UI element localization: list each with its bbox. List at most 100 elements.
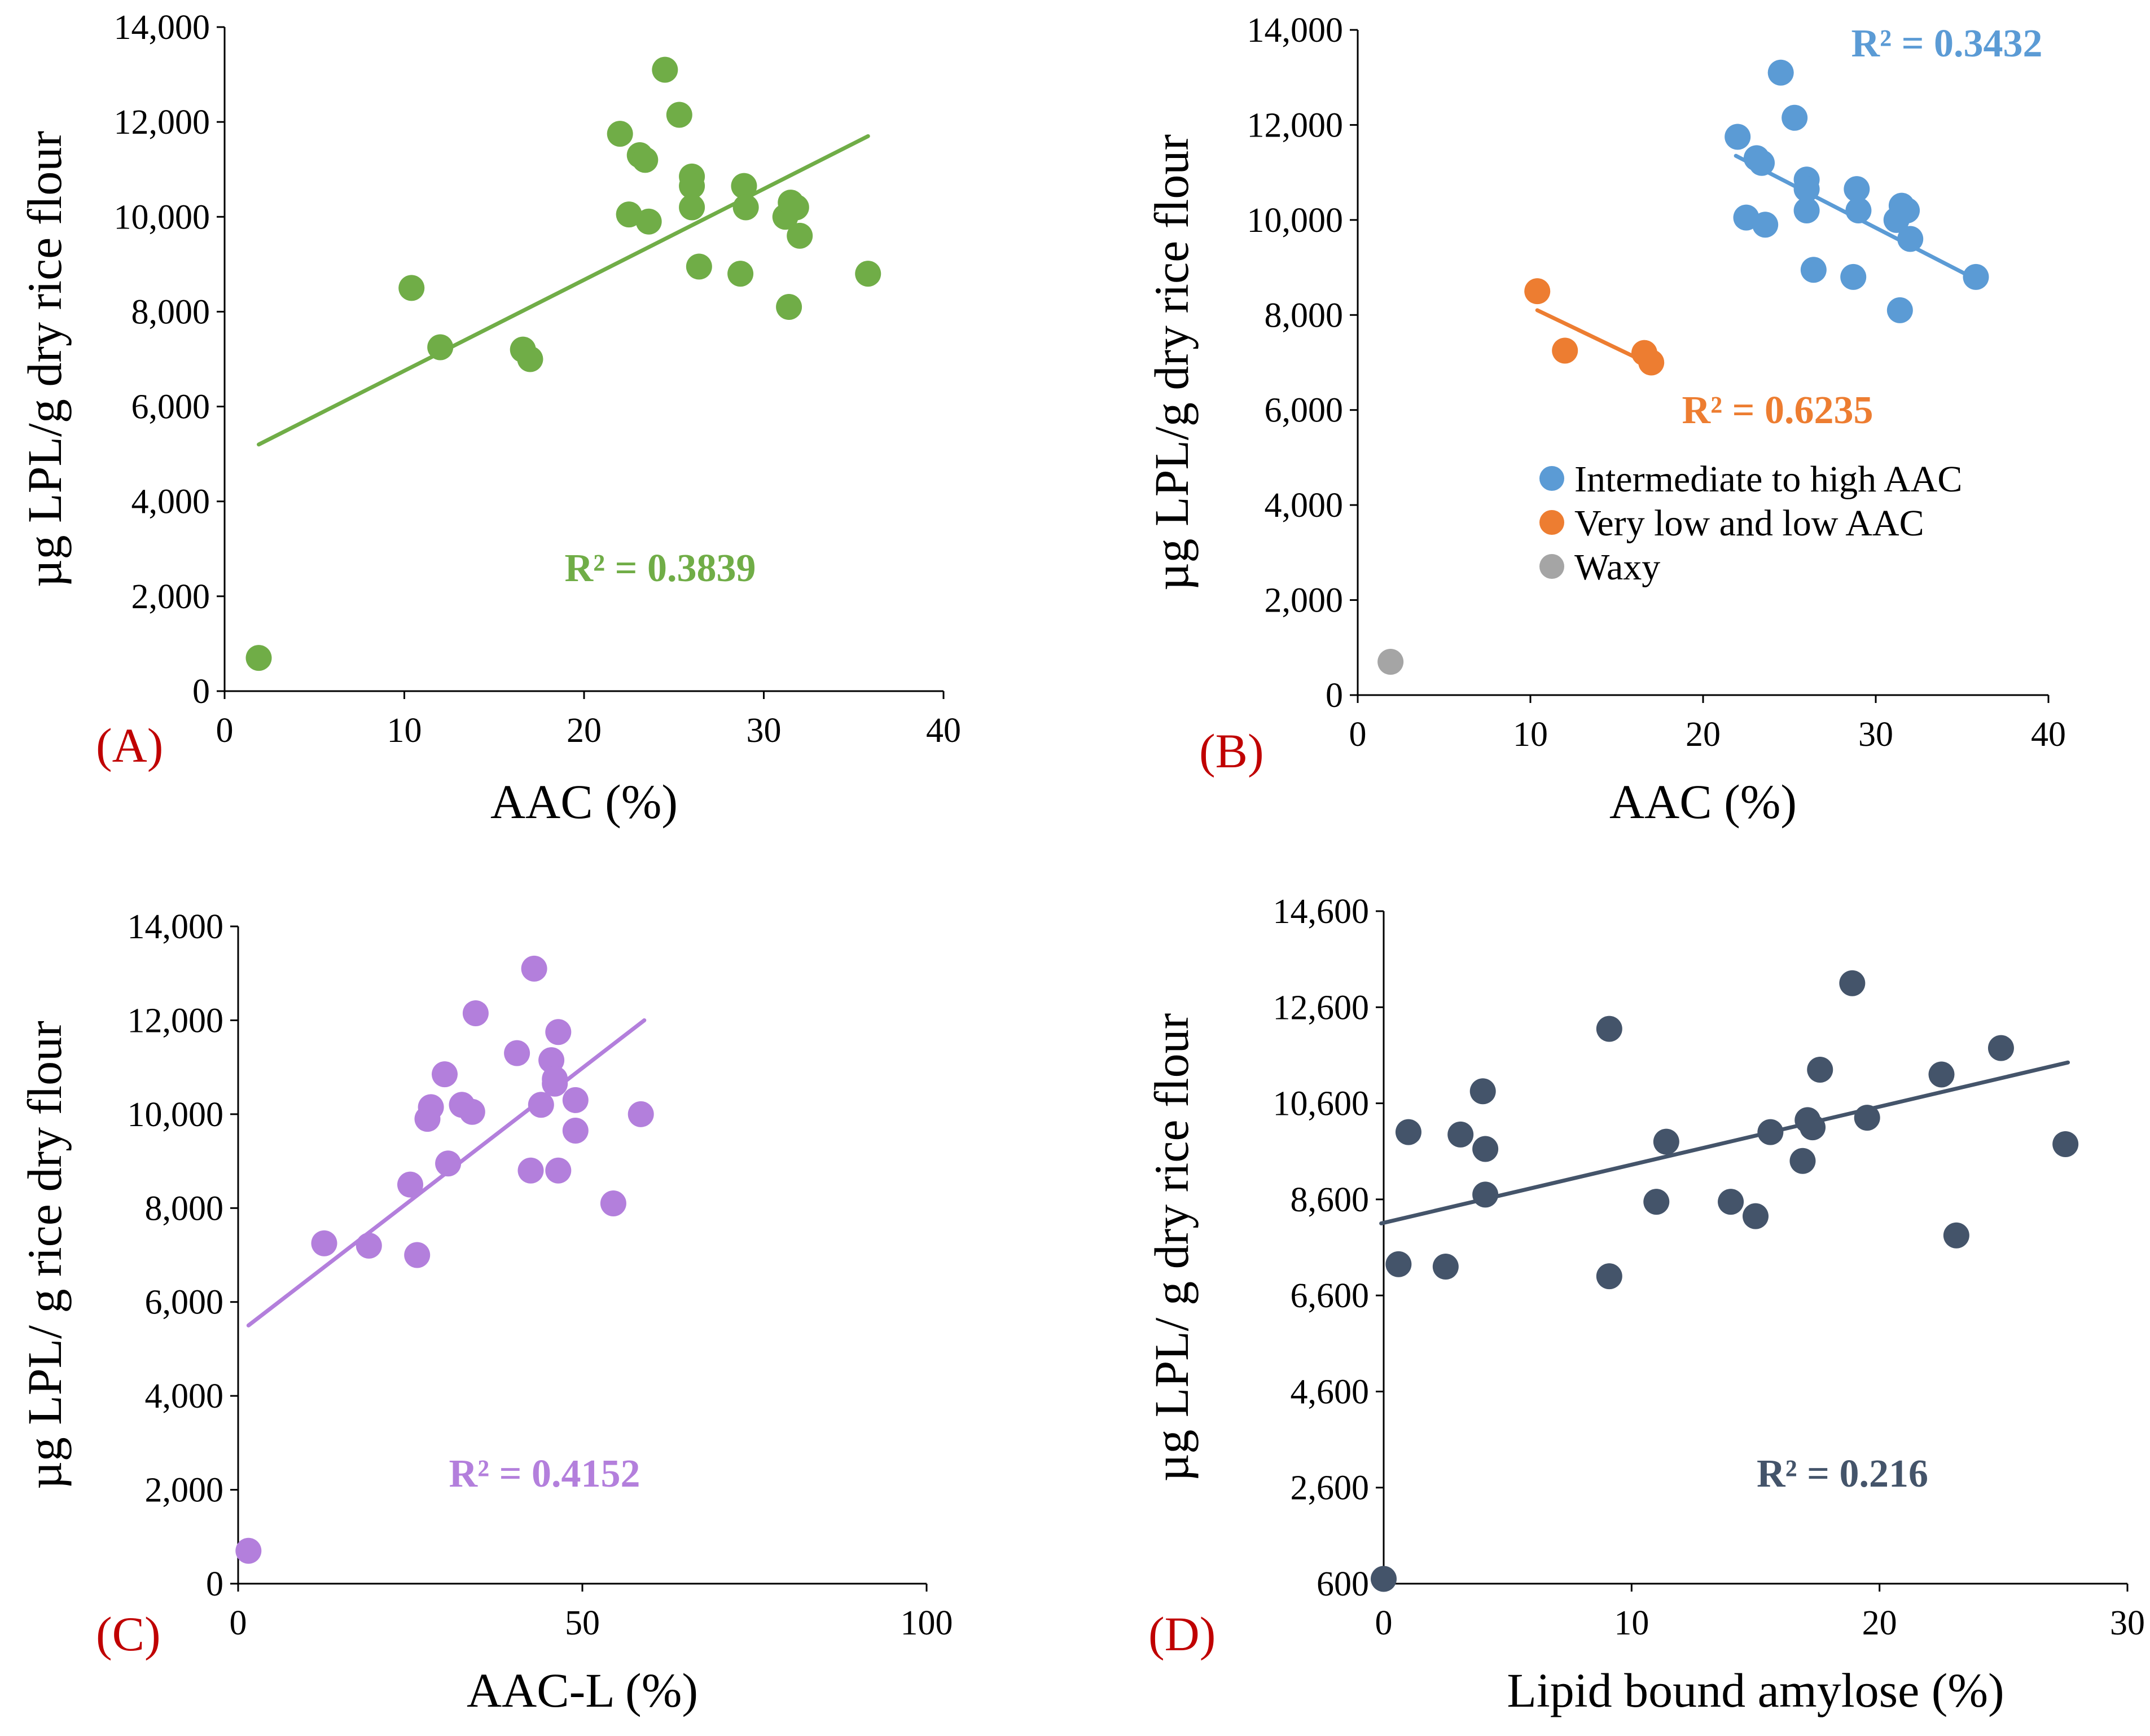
data-point <box>1643 1189 1670 1215</box>
data-point <box>1752 212 1779 238</box>
y-axis-title: µg LPL/g dry rice flour <box>17 131 72 587</box>
x-tick-label: 10 <box>1513 715 1548 754</box>
data-point <box>1524 278 1551 305</box>
data-point <box>245 645 272 671</box>
y-tick-label: 6,000 <box>145 1284 224 1322</box>
data-point <box>1757 1119 1784 1145</box>
x-tick-label: 10 <box>1614 1604 1649 1642</box>
data-point <box>607 121 633 147</box>
legend-label: Waxy <box>1574 547 1660 588</box>
y-tick-label: 4,000 <box>145 1377 224 1416</box>
y-tick-label: 12,000 <box>128 1001 224 1040</box>
data-point <box>1886 297 1913 323</box>
data-point <box>632 147 659 173</box>
data-point <box>666 102 692 128</box>
y-tick-label: 12,000 <box>114 103 210 142</box>
y-tick-label: 12,600 <box>1273 988 1370 1027</box>
x-tick-label: 40 <box>926 711 961 750</box>
y-tick-label: 10,000 <box>1247 201 1344 240</box>
x-tick-label: 20 <box>1862 1604 1897 1642</box>
data-point <box>787 222 813 249</box>
y-axis-title: µg LPL/g dry rice flour <box>1144 134 1199 591</box>
y-tick-label: 14,000 <box>1247 11 1344 50</box>
r-squared-label: R² = 0.3432 <box>1851 22 2043 65</box>
panel-label: (C) <box>96 1607 161 1661</box>
y-axis-title: µg LPL/ g rice dry flour <box>17 1021 72 1489</box>
data-point <box>517 346 543 372</box>
x-tick-label: 30 <box>2110 1604 2145 1642</box>
legend-marker <box>1539 554 1564 579</box>
y-tick-label: 10,600 <box>1273 1085 1370 1123</box>
data-point <box>521 955 547 982</box>
data-point <box>1793 197 1820 224</box>
y-tick-label: 4,000 <box>131 483 210 521</box>
data-point <box>462 1000 489 1026</box>
data-point <box>562 1117 589 1144</box>
data-point <box>1928 1061 1955 1088</box>
y-tick-label: 2,600 <box>1291 1469 1370 1508</box>
x-axis-title: AAC (%) <box>1609 775 1797 829</box>
data-point <box>517 1157 544 1184</box>
data-point <box>1718 1189 1744 1215</box>
data-point <box>1596 1263 1622 1290</box>
x-tick-label: 30 <box>747 711 782 750</box>
y-tick-label: 10,000 <box>128 1096 224 1134</box>
data-point <box>1782 104 1808 131</box>
data-point <box>679 194 705 221</box>
data-point <box>686 253 712 280</box>
x-tick-label: 50 <box>565 1604 600 1642</box>
data-point <box>545 1019 572 1045</box>
data-point <box>398 275 425 301</box>
y-tick-label: 14,000 <box>128 908 224 946</box>
data-point <box>418 1094 444 1120</box>
data-point <box>855 261 881 287</box>
data-point <box>776 294 802 320</box>
x-tick-label: 0 <box>230 1604 247 1642</box>
x-tick-label: 0 <box>1349 715 1367 754</box>
data-point <box>1447 1121 1474 1148</box>
y-tick-label: 4,600 <box>1291 1373 1370 1411</box>
legend-marker <box>1539 510 1564 535</box>
y-tick-label: 0 <box>192 673 210 711</box>
data-point <box>1552 337 1578 364</box>
y-tick-label: 2,000 <box>145 1471 224 1510</box>
data-point <box>732 194 759 221</box>
data-point <box>435 1150 462 1177</box>
data-point <box>427 334 454 361</box>
r-squared-label: R² = 0.216 <box>1757 1452 1928 1496</box>
x-tick-label: 0 <box>1375 1604 1393 1642</box>
data-point <box>1385 1251 1412 1277</box>
r-squared-label: R² = 0.3839 <box>565 547 756 590</box>
x-tick-label: 0 <box>216 711 234 750</box>
data-point <box>1845 197 1872 224</box>
data-point <box>616 201 642 228</box>
y-axis-title: µg LPL/ g dry rice flour <box>1144 1013 1199 1482</box>
y-tick-label: 2,000 <box>1265 582 1344 620</box>
data-point <box>628 1101 654 1127</box>
data-point <box>397 1171 423 1198</box>
data-point <box>1596 1016 1622 1042</box>
data-point <box>2052 1131 2079 1157</box>
data-point <box>1839 970 1866 996</box>
data-point <box>1987 1035 2014 1061</box>
legend-label: Very low and low AAC <box>1574 503 1924 544</box>
data-point <box>528 1092 554 1118</box>
data-point <box>1743 1203 1769 1229</box>
data-point <box>1472 1181 1499 1208</box>
x-tick-label: 40 <box>2031 715 2066 754</box>
panel-label: (D) <box>1148 1607 1216 1661</box>
panel-label: (B) <box>1199 724 1264 778</box>
data-point <box>356 1232 382 1259</box>
x-tick-label: 20 <box>567 711 602 750</box>
data-point <box>783 194 809 221</box>
chart-panel-1: 0 2,000 4,000 6,000 8,000 10,000 12,000 14,000 0… <box>17 8 961 829</box>
y-tick-label: 8,600 <box>1291 1181 1370 1219</box>
x-axis-title: AAC-L (%) <box>467 1663 698 1717</box>
panel-label: (A) <box>96 718 163 772</box>
data-point <box>542 1066 568 1092</box>
data-point <box>1844 176 1870 203</box>
data-point <box>1897 226 1924 252</box>
data-point <box>504 1040 530 1066</box>
data-point <box>600 1190 626 1216</box>
